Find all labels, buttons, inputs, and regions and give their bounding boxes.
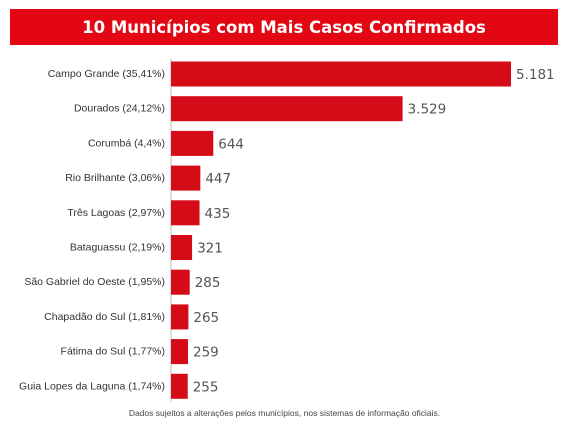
data-label: 644 [218, 136, 244, 152]
category-label: Chapadão do Sul (1,81%) [44, 311, 165, 323]
data-label: 321 [197, 241, 223, 257]
bar [171, 304, 189, 330]
bar [171, 339, 188, 365]
bar [171, 61, 511, 87]
chart-title: 10 Municípios com Mais Casos Confirmados [82, 17, 486, 37]
category-label: Corumbá (4,4%) [88, 137, 165, 149]
category-label: Dourados (24,12%) [74, 103, 165, 115]
category-label: Três Lagoas (2,97%) [67, 207, 165, 219]
category-label: Bataguassu (2,19%) [70, 242, 165, 254]
data-label: 259 [193, 345, 219, 361]
category-label: Fátima do Sul (1,77%) [61, 346, 165, 358]
category-label: Guia Lopes da Laguna (1,74%) [19, 380, 165, 392]
data-label: 5.181 [516, 67, 555, 83]
chart-title-banner: 10 Municípios com Mais Casos Confirmados [10, 9, 558, 45]
data-label: 255 [193, 379, 219, 395]
data-label: 3.529 [408, 102, 447, 118]
bar [171, 269, 190, 295]
bar [171, 235, 193, 260]
bar [171, 130, 214, 156]
data-label: 435 [205, 206, 231, 222]
bar [171, 373, 188, 399]
category-label: Campo Grande (35,41%) [48, 68, 165, 80]
bar [171, 200, 200, 226]
footnote: Dados sujeitos a alterações pelos municí… [128, 408, 441, 418]
bar [171, 165, 201, 191]
data-label: 447 [205, 171, 231, 187]
data-label: 265 [193, 310, 219, 326]
bar [171, 96, 403, 122]
category-label: Rio Brilhante (3,06%) [65, 172, 165, 184]
category-label: São Gabriel do Oeste (1,95%) [24, 276, 165, 288]
data-label: 285 [195, 275, 221, 291]
